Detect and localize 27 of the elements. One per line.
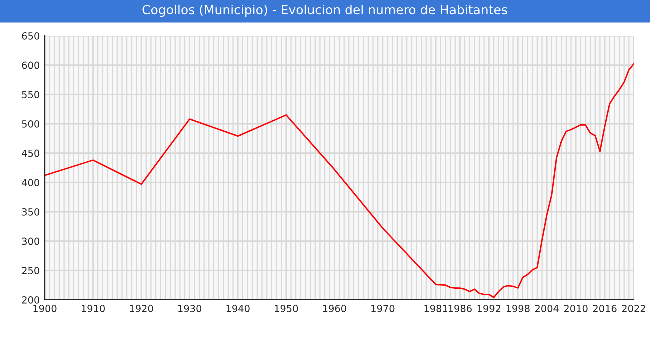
x-tick-label: 1986 [448,305,472,312]
y-tick-label: 350 [22,208,40,216]
x-tick-label: 2022 [622,305,646,312]
chart-title: Cogollos (Municipio) - Evolucion del numero de Habitantes [142,4,508,18]
y-tick-label: 200 [22,296,40,304]
x-tick-label: 1981 [424,305,448,312]
x-tick-label: 1910 [82,305,106,312]
x-tick-label: 1930 [178,305,202,312]
y-tick-label: 450 [22,150,40,158]
x-tick-label: 2004 [535,305,559,312]
y-tick-label: 600 [22,62,40,70]
y-tick-label: 650 [22,32,40,40]
x-tick-label: 1960 [323,305,346,312]
x-tick-label: 1900 [34,305,57,312]
y-tick-label: 400 [22,179,40,186]
x-tick-label: 1920 [130,305,154,312]
x-tick-label: 2016 [593,305,617,312]
x-tick-label: 1992 [478,305,501,312]
y-tick-label: 250 [22,267,40,274]
y-tick-label: 500 [22,120,40,128]
x-tick-label: 1940 [226,305,250,312]
y-tick-label: 300 [22,238,40,246]
x-tick-label: 2010 [564,305,588,312]
y-tick-label: 550 [22,91,40,98]
x-tick-label: 1970 [372,305,395,312]
x-tick-label: 1998 [506,305,530,312]
x-tick-label: 1950 [275,305,298,312]
